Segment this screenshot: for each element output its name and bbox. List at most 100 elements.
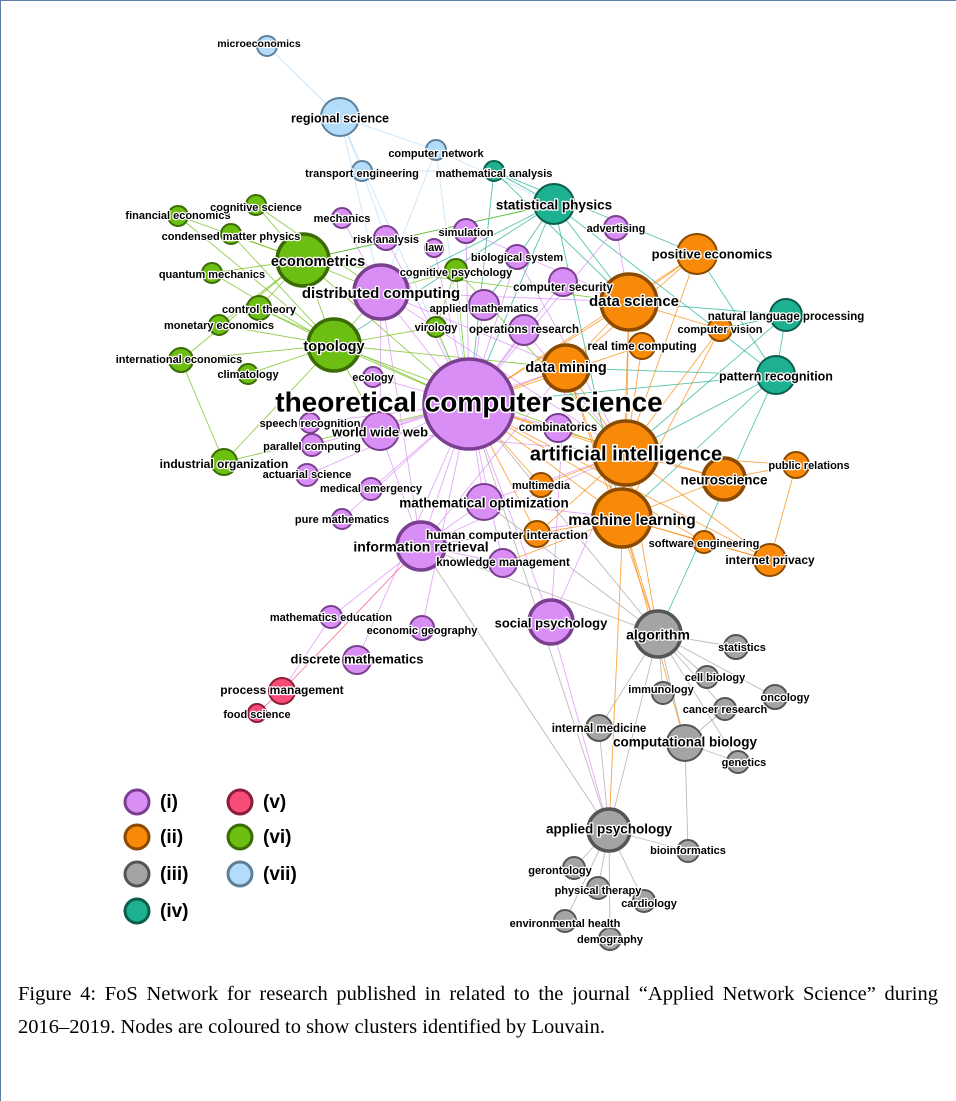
node-label-neuroscience: neuroscience xyxy=(680,473,768,488)
node-data-mining[interactable] xyxy=(541,343,591,393)
node-label-international-economics: international economics xyxy=(116,354,243,366)
node-quantum-mechanics[interactable] xyxy=(201,262,223,284)
node-industrial-organization[interactable] xyxy=(210,448,238,476)
node-statistics[interactable] xyxy=(723,634,749,660)
node-speech-recognition[interactable] xyxy=(299,412,321,434)
legend-label-ii: (ii) xyxy=(160,827,183,848)
node-computer-vision[interactable] xyxy=(707,316,733,342)
node-label-natural-language-processing: natural language processing xyxy=(708,311,865,323)
node-topology[interactable] xyxy=(306,317,362,373)
node-applied-mathematics[interactable] xyxy=(468,289,500,321)
node-label-industrial-organization: industrial organization xyxy=(160,457,289,471)
node-information-retrieval[interactable] xyxy=(395,520,447,572)
node-cognitive-science[interactable] xyxy=(245,194,267,216)
node-mathematical-analysis[interactable] xyxy=(483,160,505,182)
node-microeconomics[interactable] xyxy=(256,35,278,57)
node-theoretical-computer-science[interactable] xyxy=(422,357,516,451)
node-monetary-economics[interactable] xyxy=(208,314,230,336)
node-food-science[interactable] xyxy=(247,703,267,723)
node-world-wide-web[interactable] xyxy=(360,411,400,451)
node-genetics[interactable] xyxy=(726,750,750,774)
node-label-pattern-recognition: pattern recognition xyxy=(719,369,833,383)
node-social-psychology[interactable] xyxy=(527,598,575,646)
node-applied-psychology[interactable] xyxy=(586,807,632,853)
node-control-theory[interactable] xyxy=(246,295,272,321)
node-simulation[interactable] xyxy=(453,218,479,244)
node-physical-therapy[interactable] xyxy=(586,876,610,900)
node-demography[interactable] xyxy=(598,927,622,951)
node-virology[interactable] xyxy=(425,316,447,338)
node-internet-privacy[interactable] xyxy=(753,543,787,577)
node-neuroscience[interactable] xyxy=(701,456,747,502)
node-parallel-computing[interactable] xyxy=(300,433,324,457)
node-medical-emergency[interactable] xyxy=(359,477,383,501)
node-oncology[interactable] xyxy=(762,684,788,710)
node-actuarial-science[interactable] xyxy=(295,463,319,487)
node-risk-analysis[interactable] xyxy=(373,225,399,251)
node-environmental-health[interactable] xyxy=(553,909,577,933)
node-climatology[interactable] xyxy=(237,363,259,385)
fos-network-graph: microeconomics regional science computer n… xyxy=(114,35,866,951)
node-label-advertising: advertising xyxy=(587,223,646,235)
node-bioinformatics[interactable] xyxy=(676,839,700,863)
node-computational-biology[interactable] xyxy=(666,724,704,762)
node-ecology[interactable] xyxy=(362,366,384,388)
node-financial-economics[interactable] xyxy=(167,205,189,227)
node-label-social-psychology: social psychology xyxy=(495,615,608,630)
edge-algorithm--applied-psychology xyxy=(608,633,659,831)
node-label-human-computer-interaction: human computer interaction xyxy=(426,528,588,542)
node-condensed-matter-physics[interactable] xyxy=(220,223,242,245)
node-pattern-recognition[interactable] xyxy=(756,355,796,395)
node-cognitive-psychology[interactable] xyxy=(444,258,468,282)
node-biological-system[interactable] xyxy=(504,244,530,270)
node-natural-language-processing[interactable] xyxy=(769,298,803,332)
node-mathematical-optimization[interactable] xyxy=(465,483,503,521)
node-label-process-management: process management xyxy=(220,683,343,697)
node-artificial-intelligence[interactable] xyxy=(592,419,660,487)
node-operations-research[interactable] xyxy=(508,314,540,346)
node-regional-science[interactable] xyxy=(320,97,360,137)
node-label-economic-geography: economic geography xyxy=(367,625,479,637)
node-label-physical-therapy: physical therapy xyxy=(555,885,643,897)
node-software-engineering[interactable] xyxy=(692,530,716,554)
node-cell-biology[interactable] xyxy=(695,665,719,689)
node-label-computer-vision: computer vision xyxy=(678,324,763,336)
node-internal-medicine[interactable] xyxy=(585,714,613,742)
node-label-law: law xyxy=(425,242,443,254)
node-transport-engineering[interactable] xyxy=(351,160,373,182)
node-real-time-computing[interactable] xyxy=(628,332,656,360)
node-label-virology: virology xyxy=(415,322,459,334)
node-human-computer-interaction[interactable] xyxy=(523,520,551,548)
node-econometrics[interactable] xyxy=(275,232,331,288)
node-international-economics[interactable] xyxy=(168,347,194,373)
node-combinatorics[interactable] xyxy=(543,413,573,443)
node-discrete-mathematics[interactable] xyxy=(342,645,372,675)
node-process-management[interactable] xyxy=(268,677,296,705)
node-label-topology: topology xyxy=(303,339,364,355)
node-data-science[interactable] xyxy=(599,272,659,332)
node-pure-mathematics[interactable] xyxy=(331,508,353,530)
node-mathematics-education[interactable] xyxy=(319,605,343,629)
node-machine-learning[interactable] xyxy=(591,487,653,549)
node-label-public-relations: public relations xyxy=(768,460,849,472)
node-cancer-research[interactable] xyxy=(713,697,737,721)
node-public-relations[interactable] xyxy=(782,451,810,479)
node-immunology[interactable] xyxy=(651,681,675,705)
node-cardiology[interactable] xyxy=(632,889,656,913)
node-label-microeconomics: microeconomics xyxy=(217,38,301,50)
node-statistical-physics[interactable] xyxy=(533,183,575,225)
node-knowledge-management[interactable] xyxy=(488,548,518,578)
node-law[interactable] xyxy=(424,238,444,258)
edge-pattern-recognition--positive-economics xyxy=(696,253,777,376)
node-computer-security[interactable] xyxy=(548,267,578,297)
node-algorithm[interactable] xyxy=(633,609,683,659)
node-economic-geography[interactable] xyxy=(409,615,435,641)
node-advertising[interactable] xyxy=(603,215,629,241)
node-computer-network[interactable] xyxy=(425,139,447,161)
node-mechanics[interactable] xyxy=(331,207,353,229)
node-label-biological-system: biological system xyxy=(471,252,564,264)
node-positive-economics[interactable] xyxy=(676,233,718,275)
node-distributed-computing[interactable] xyxy=(352,263,410,321)
node-gerontology[interactable] xyxy=(562,856,586,880)
node-multimedia[interactable] xyxy=(528,472,554,498)
